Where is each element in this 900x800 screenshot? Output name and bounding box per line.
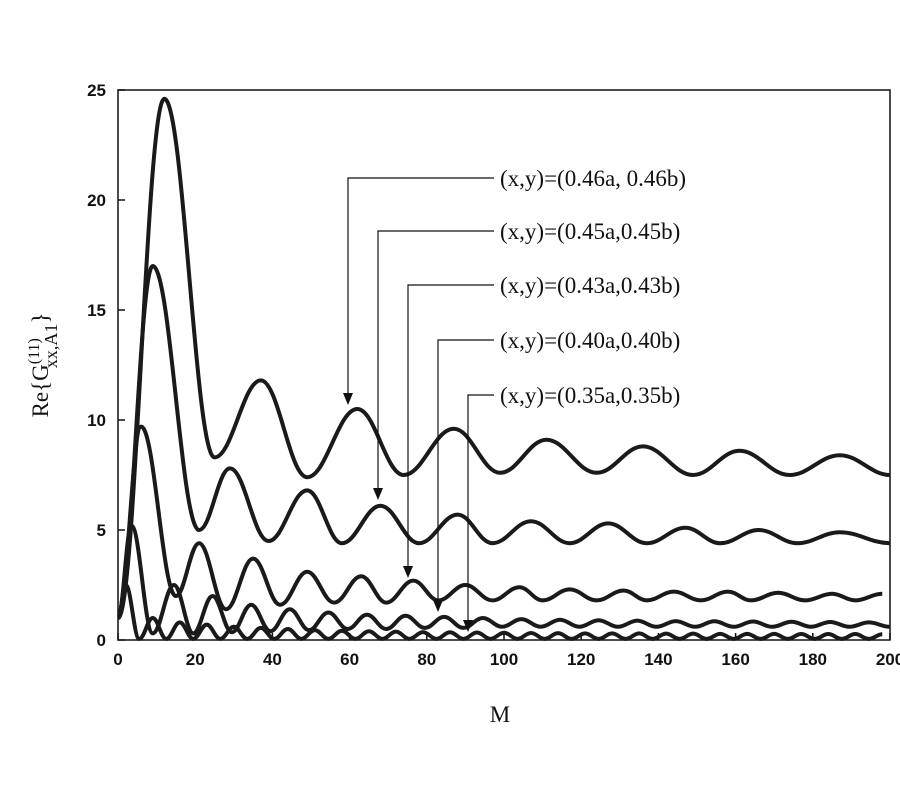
leader-line — [407, 284, 494, 568]
y-axis-label: Re{G(11)xx,A1} — [26, 313, 61, 418]
x-tick-label: 0 — [113, 650, 122, 669]
y-tick-label: 15 — [87, 301, 106, 320]
data-line — [116, 264, 891, 620]
x-tick-label: 80 — [417, 650, 436, 669]
arrow-head — [403, 566, 413, 578]
series-annotation: (x,y)=(0.45a,0.45b) — [500, 219, 680, 244]
x-tick-label: 200 — [876, 650, 900, 669]
x-tick-label: 60 — [340, 650, 359, 669]
x-tick-label: 40 — [263, 650, 282, 669]
x-tick-label: 100 — [490, 650, 518, 669]
y-tick-label: 5 — [97, 521, 106, 540]
x-tick-label: 180 — [799, 650, 827, 669]
leader-line — [377, 230, 494, 490]
data-line — [116, 424, 883, 620]
leader-line — [347, 177, 494, 395]
x-tick-label: 120 — [567, 650, 595, 669]
leader-line — [467, 394, 494, 622]
y-label-close: } — [28, 313, 53, 324]
x-axis-label: M — [490, 702, 510, 727]
series-annotation: (x,y)=(0.40a,0.40b) — [500, 328, 680, 353]
arrow-head — [433, 600, 443, 612]
arrow-head — [343, 393, 353, 405]
series-annotation: (x,y)=(0.35a,0.35b) — [500, 383, 680, 408]
data-line — [116, 523, 891, 636]
data-line — [116, 96, 891, 620]
y-tick-label: 20 — [87, 191, 106, 210]
leader-line — [437, 339, 494, 602]
series-annotation: (x,y)=(0.43a,0.43b) — [500, 273, 680, 298]
x-tick-label: 160 — [721, 650, 749, 669]
y-label-sub: xx,A1 — [41, 324, 61, 369]
series-annotation: (x,y)=(0.46a, 0.46b) — [500, 166, 686, 191]
arrow-head — [463, 620, 473, 632]
data-line — [116, 583, 883, 641]
y-tick-label: 10 — [87, 411, 106, 430]
y-label-base: Re{G — [28, 364, 53, 417]
y-label-sup: (11) — [26, 338, 43, 364]
y-tick-label: 25 — [87, 81, 106, 100]
x-tick-label: 140 — [644, 650, 672, 669]
arrow-head — [373, 488, 383, 500]
y-tick-label: 0 — [97, 631, 106, 650]
x-tick-label: 20 — [186, 650, 205, 669]
